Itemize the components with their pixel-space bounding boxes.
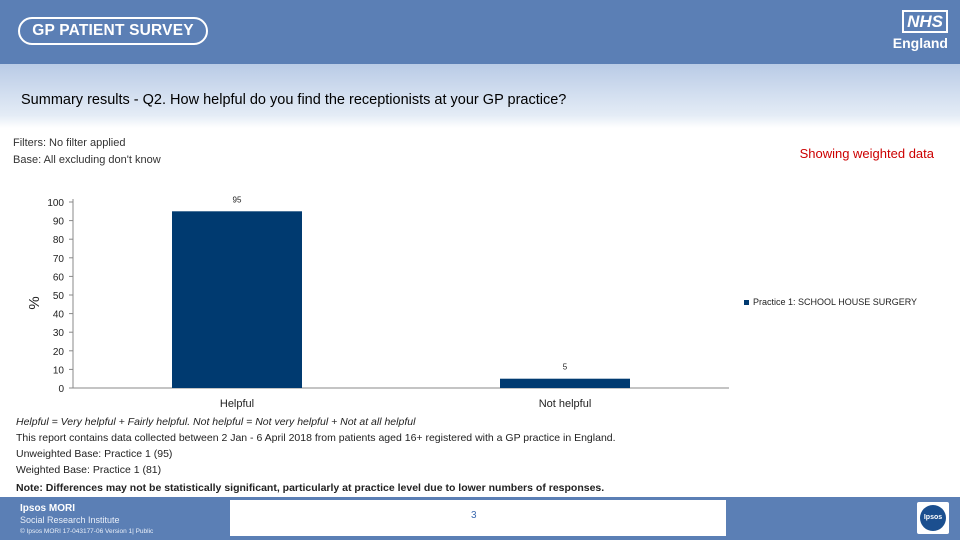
collection-footnote: This report contains data collected betw… [16, 432, 616, 444]
ipsos-mori-name: Ipsos MORI [20, 503, 76, 514]
page-number: 3 [471, 510, 477, 521]
bars: 95 Helpful 5 Not helpful [172, 195, 630, 410]
copyright-text: © Ipsos MORI 17-043177-06 Version 1| Pub… [20, 528, 154, 535]
title-band [0, 64, 960, 128]
y-tick-label: 30 [53, 328, 65, 339]
y-tick-label: 0 [58, 384, 64, 395]
weighted-base: Weighted Base: Practice 1 (81) [16, 464, 162, 476]
page-number-panel [230, 500, 726, 536]
significance-note: Note: Differences may not be statistical… [16, 482, 605, 494]
y-tick-label: 70 [53, 254, 65, 265]
filters-text: Filters: No filter applied [13, 137, 126, 149]
data-label: 5 [563, 363, 568, 372]
x-category-label: Not helpful [539, 398, 592, 410]
bar-helpful [172, 211, 302, 388]
y-tick-label: 20 [53, 347, 65, 358]
bar-not-helpful [500, 378, 630, 388]
legend-swatch [744, 300, 749, 306]
data-label: 95 [233, 195, 242, 204]
bar-chart: 0 10 20 30 40 50 60 70 80 90 100 % 95 Helpful 5 Not h… [26, 195, 729, 410]
header-bar: GP PATIENT SURVEY NHS England [0, 0, 960, 64]
x-category-label: Helpful [220, 398, 254, 410]
nhs-logo-text: NHS [902, 10, 948, 33]
base-text: Base: All excluding don't know [13, 154, 161, 166]
unweighted-base: Unweighted Base: Practice 1 (95) [16, 448, 173, 460]
page-title: Summary results - Q2. How helpful do you… [21, 92, 567, 108]
gp-patient-survey-logo: GP PATIENT SURVEY [18, 17, 208, 45]
nhs-england-logo: NHS England [888, 10, 948, 51]
y-tick-label: 100 [47, 198, 64, 209]
y-axis: 0 10 20 30 40 50 60 70 80 90 100 [47, 198, 73, 395]
chart-legend: Practice 1: SCHOOL HOUSE SURGERY [744, 297, 917, 307]
ipsos-sri-name: Social Research Institute [20, 515, 120, 525]
y-tick-label: 80 [53, 235, 65, 246]
nhs-england-text: England [892, 35, 948, 51]
y-tick-label: 60 [53, 272, 65, 283]
y-tick-label: 90 [53, 217, 65, 228]
y-tick-label: 40 [53, 310, 65, 321]
y-tick-label: 50 [53, 291, 65, 302]
weighted-data-label: Showing weighted data [799, 146, 934, 161]
y-axis-label: % [26, 296, 43, 309]
ipsos-logo-mark: Ipsos [920, 505, 946, 531]
y-tick-label: 10 [53, 365, 65, 376]
legend-label: Practice 1: SCHOOL HOUSE SURGERY [753, 297, 918, 307]
ipsos-logo: Ipsos [917, 502, 949, 534]
definition-footnote: Helpful = Very helpful + Fairly helpful.… [16, 416, 416, 428]
